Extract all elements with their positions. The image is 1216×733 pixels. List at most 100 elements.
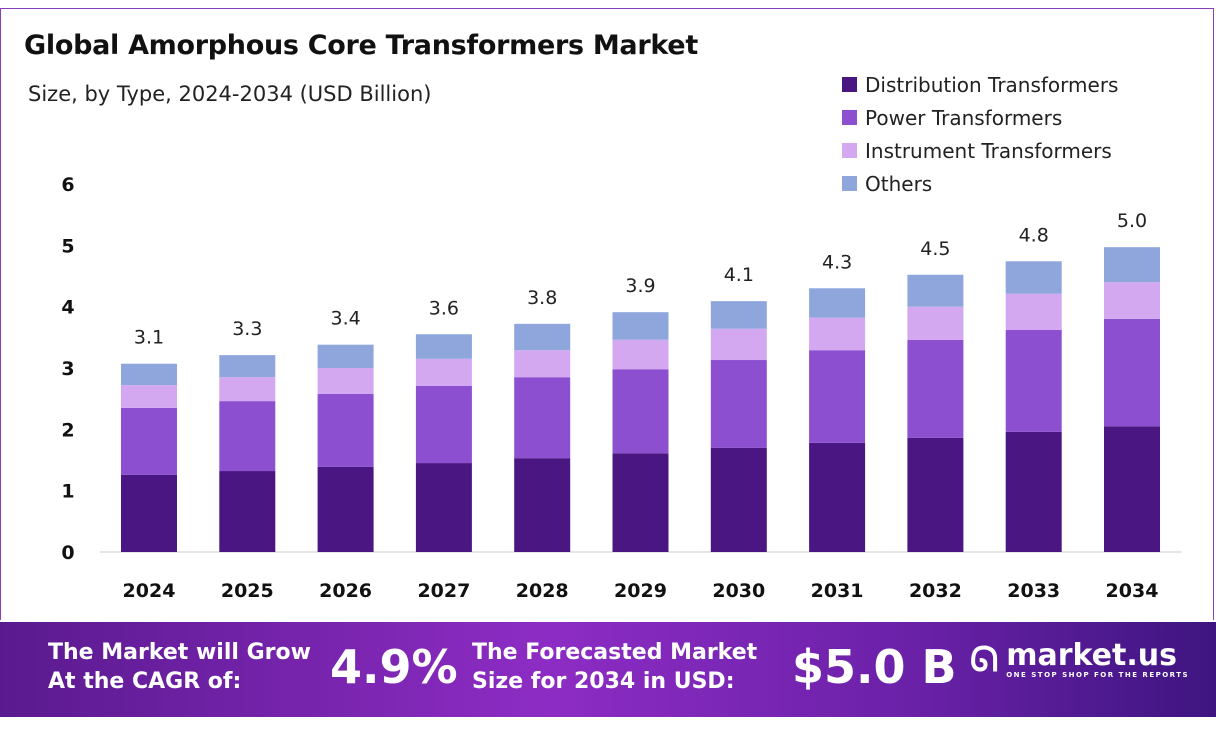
bar-segment-distribution-transformers bbox=[514, 458, 571, 552]
bar-segment-power-transformers bbox=[514, 377, 571, 459]
forecast-label-line: The Forecasted Market bbox=[472, 640, 758, 665]
total-label: 4.8 bbox=[1019, 224, 1049, 246]
bar-segment-power-transformers bbox=[219, 401, 276, 472]
y-tick-label: 5 bbox=[61, 235, 74, 257]
x-tick-label: 2027 bbox=[417, 580, 470, 602]
cagr-label-line: At the CAGR of: bbox=[48, 669, 242, 694]
y-tick-label: 3 bbox=[61, 358, 74, 380]
legend-swatch bbox=[842, 110, 857, 125]
legend-swatch bbox=[842, 77, 857, 92]
bar-segment-instrument-transformers bbox=[907, 306, 964, 340]
bar-segment-power-transformers bbox=[415, 385, 472, 464]
total-label: 5.0 bbox=[1117, 210, 1147, 232]
bar-segment-others bbox=[1005, 261, 1062, 294]
y-tick-label: 2 bbox=[61, 419, 74, 441]
bar-segment-instrument-transformers bbox=[415, 358, 472, 386]
bar-segment-instrument-transformers bbox=[317, 368, 374, 394]
legend-swatch bbox=[842, 176, 857, 191]
bar-segment-others bbox=[612, 312, 669, 340]
x-tick-label: 2029 bbox=[614, 580, 667, 602]
logo-icon: ᘏ bbox=[970, 640, 999, 680]
cagr-label-line: The Market will Grow bbox=[48, 640, 311, 665]
y-tick-label: 4 bbox=[61, 297, 74, 319]
bar-segment-instrument-transformers bbox=[710, 328, 767, 361]
x-tick-label: 2026 bbox=[319, 580, 372, 602]
y-tick-label: 6 bbox=[61, 174, 74, 196]
legend-label: Instrument Transformers bbox=[865, 138, 1112, 163]
bar-segment-others bbox=[907, 274, 964, 307]
bar-segment-others bbox=[415, 334, 472, 359]
legend-item-power: Power Transformers bbox=[842, 101, 1118, 134]
x-tick-label: 2031 bbox=[811, 580, 864, 602]
logo-name: market.us bbox=[1006, 638, 1177, 673]
bar-segment-others bbox=[710, 301, 767, 329]
bar-segment-instrument-transformers bbox=[121, 385, 177, 408]
bar-segment-power-transformers bbox=[1104, 318, 1160, 427]
bar-segment-power-transformers bbox=[317, 393, 374, 467]
bar-segment-others bbox=[1104, 247, 1160, 283]
legend-label: Others bbox=[865, 171, 933, 196]
bar-segment-distribution-transformers bbox=[219, 471, 276, 552]
cagr-label: The Market will Grow At the CAGR of: bbox=[48, 638, 311, 696]
legend-swatch bbox=[842, 143, 857, 158]
forecast-label-line: Size for 2034 in USD: bbox=[472, 669, 735, 694]
chart-subtitle: Size, by Type, 2024-2034 (USD Billion) bbox=[28, 82, 432, 106]
bar-segment-power-transformers bbox=[809, 350, 866, 443]
bar-segment-instrument-transformers bbox=[514, 350, 571, 378]
bar-segment-distribution-transformers bbox=[121, 474, 177, 552]
bar-segment-others bbox=[514, 323, 571, 351]
total-label: 4.3 bbox=[822, 251, 852, 273]
bar-segment-distribution-transformers bbox=[415, 463, 472, 552]
total-label: 4.5 bbox=[920, 238, 950, 260]
y-tick-label: 1 bbox=[61, 481, 74, 503]
bar-segment-power-transformers bbox=[710, 360, 767, 448]
total-label: 4.1 bbox=[724, 264, 754, 286]
logo-tagline: ONE STOP SHOP FOR THE REPORTS bbox=[1006, 671, 1190, 679]
bar-segment-power-transformers bbox=[907, 339, 964, 438]
bar-segment-others bbox=[317, 344, 374, 368]
bar-segment-distribution-transformers bbox=[317, 466, 374, 552]
x-tick-label: 2032 bbox=[909, 580, 962, 602]
bar-segment-distribution-transformers bbox=[907, 437, 964, 552]
bar-segment-distribution-transformers bbox=[1005, 431, 1062, 552]
bar-segment-instrument-transformers bbox=[612, 339, 669, 370]
total-label: 3.3 bbox=[232, 318, 262, 340]
x-tick-label: 2025 bbox=[221, 580, 274, 602]
bar-segment-instrument-transformers bbox=[1005, 293, 1062, 330]
legend-label: Distribution Transformers bbox=[865, 72, 1119, 97]
legend: Distribution Transformers Power Transfor… bbox=[842, 68, 1118, 200]
x-tick-label: 2034 bbox=[1106, 580, 1159, 602]
legend-item-distribution: Distribution Transformers bbox=[842, 68, 1118, 101]
bar-segment-others bbox=[809, 288, 866, 318]
total-label: 3.9 bbox=[625, 275, 655, 297]
forecast-value: $5.0 B bbox=[792, 640, 957, 694]
bar-segment-power-transformers bbox=[612, 369, 669, 454]
footer-banner: The Market will Grow At the CAGR of: 4.9… bbox=[0, 622, 1216, 717]
bar-segment-distribution-transformers bbox=[710, 447, 767, 552]
total-label: 3.8 bbox=[527, 287, 557, 309]
legend-item-instrument: Instrument Transformers bbox=[842, 134, 1118, 167]
chart-title: Global Amorphous Core Transformers Marke… bbox=[24, 30, 698, 61]
legend-item-others: Others bbox=[842, 167, 1118, 200]
marketus-logo: ᘏ market.us ONE STOP SHOP FOR THE REPORT… bbox=[970, 640, 1189, 680]
bar-segment-instrument-transformers bbox=[1104, 282, 1160, 319]
x-tick-label: 2033 bbox=[1007, 580, 1060, 602]
bar-segment-distribution-transformers bbox=[809, 442, 866, 552]
x-tick-label: 2028 bbox=[516, 580, 569, 602]
bar-segment-power-transformers bbox=[121, 407, 177, 475]
legend-label: Power Transformers bbox=[865, 105, 1063, 130]
bar-segment-instrument-transformers bbox=[809, 317, 866, 351]
bar-segment-distribution-transformers bbox=[612, 453, 669, 552]
y-tick-label: 0 bbox=[61, 542, 74, 564]
bar-segment-distribution-transformers bbox=[1104, 426, 1160, 552]
bar-segment-others bbox=[219, 355, 276, 378]
bar-segment-power-transformers bbox=[1005, 329, 1062, 432]
total-label: 3.1 bbox=[134, 327, 164, 349]
total-label: 3.4 bbox=[330, 308, 360, 330]
total-label: 3.6 bbox=[429, 297, 459, 319]
cagr-value: 4.9% bbox=[330, 640, 458, 694]
bar-segment-instrument-transformers bbox=[219, 377, 276, 402]
chart-frame bbox=[0, 8, 1214, 620]
x-tick-label: 2030 bbox=[712, 580, 765, 602]
forecast-label: The Forecasted Market Size for 2034 in U… bbox=[472, 638, 757, 696]
